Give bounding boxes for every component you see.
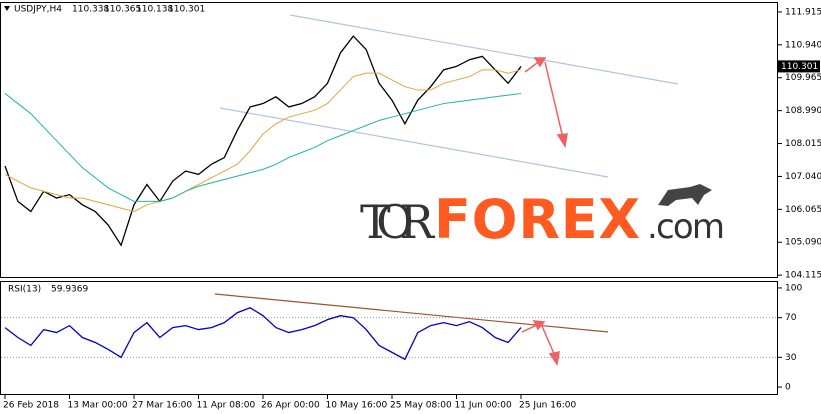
ohlc-value: 110.365: [104, 5, 141, 15]
arrow-head: [533, 57, 547, 68]
y-tick-label: 0: [785, 383, 791, 393]
y-tick-label: 108.015: [785, 139, 821, 149]
channel: [214, 14, 679, 333]
y-tick-label: 70: [785, 313, 797, 323]
ohlc-value: 110.338: [72, 5, 109, 15]
last-price-label: 110.301: [781, 62, 818, 72]
y-tick-label: 104.115: [785, 271, 821, 281]
rsi-trend-line: [214, 293, 609, 333]
y-tick-label: 111.915: [785, 7, 821, 17]
arrow: [541, 325, 556, 357]
rsi-title: RSI(13): [8, 285, 41, 295]
y-tick-label: 108.990: [785, 106, 821, 116]
arrow-head: [532, 320, 546, 331]
y-tick-label: 30: [785, 353, 797, 363]
x-tick-label: 25 May 08:00: [390, 401, 452, 411]
x-tick-label: 13 Mar 00:00: [68, 401, 128, 411]
price-panel-frame: [0, 2, 778, 278]
forecast-arrows: [521, 57, 568, 366]
channel-line: [219, 107, 609, 178]
symbol-title: USDJPY,H4: [14, 5, 62, 15]
x-tick-label: 10 May 16:00: [326, 401, 388, 411]
arrow: [544, 61, 564, 139]
series-line: [4, 307, 522, 361]
header: USDJPY,H4 RSI(13) 59.9369: [4, 5, 88, 295]
header-icon: [4, 6, 10, 11]
ohlc-value: 110.138: [136, 5, 173, 15]
y-tick-label: 105.090: [785, 238, 821, 248]
rsi-value: 59.9369: [51, 285, 88, 295]
x-tick-label: 27 Mar 16:00: [132, 401, 192, 411]
x-tick-label: 26 Feb 2018: [3, 401, 59, 411]
arrow-head: [548, 351, 560, 366]
series-line: [4, 35, 522, 247]
y-tick-label: 107.040: [785, 172, 821, 182]
arrow-head: [556, 133, 568, 149]
last-price-box: [778, 60, 820, 73]
x-tick-label: 25 Jun 16:00: [519, 401, 576, 411]
x-tick-label: 26 Apr 00:00: [261, 401, 320, 411]
series-line: [4, 92, 522, 202]
watermark: TOR FOREX .com: [360, 184, 725, 251]
y-tick-label: 110.940: [785, 40, 821, 50]
x-tick-label: 11 Apr 08:00: [197, 401, 256, 411]
rsi-panel-frame: [0, 281, 778, 395]
watermark-com: .com: [647, 207, 725, 247]
x-tick-label: 11 Jun 00:00: [455, 401, 512, 411]
y-tick-label: 109.965: [785, 73, 821, 83]
ohlc-value: 110.301: [168, 5, 205, 15]
bull-icon: [658, 184, 712, 206]
y-tick-label: 106.065: [785, 205, 821, 215]
series-line: [4, 69, 522, 213]
channel-line: [289, 14, 679, 85]
y-tick-label: 100: [785, 283, 802, 293]
watermark-tor: TOR: [360, 195, 435, 249]
watermark-forex: FOREX: [434, 188, 640, 251]
